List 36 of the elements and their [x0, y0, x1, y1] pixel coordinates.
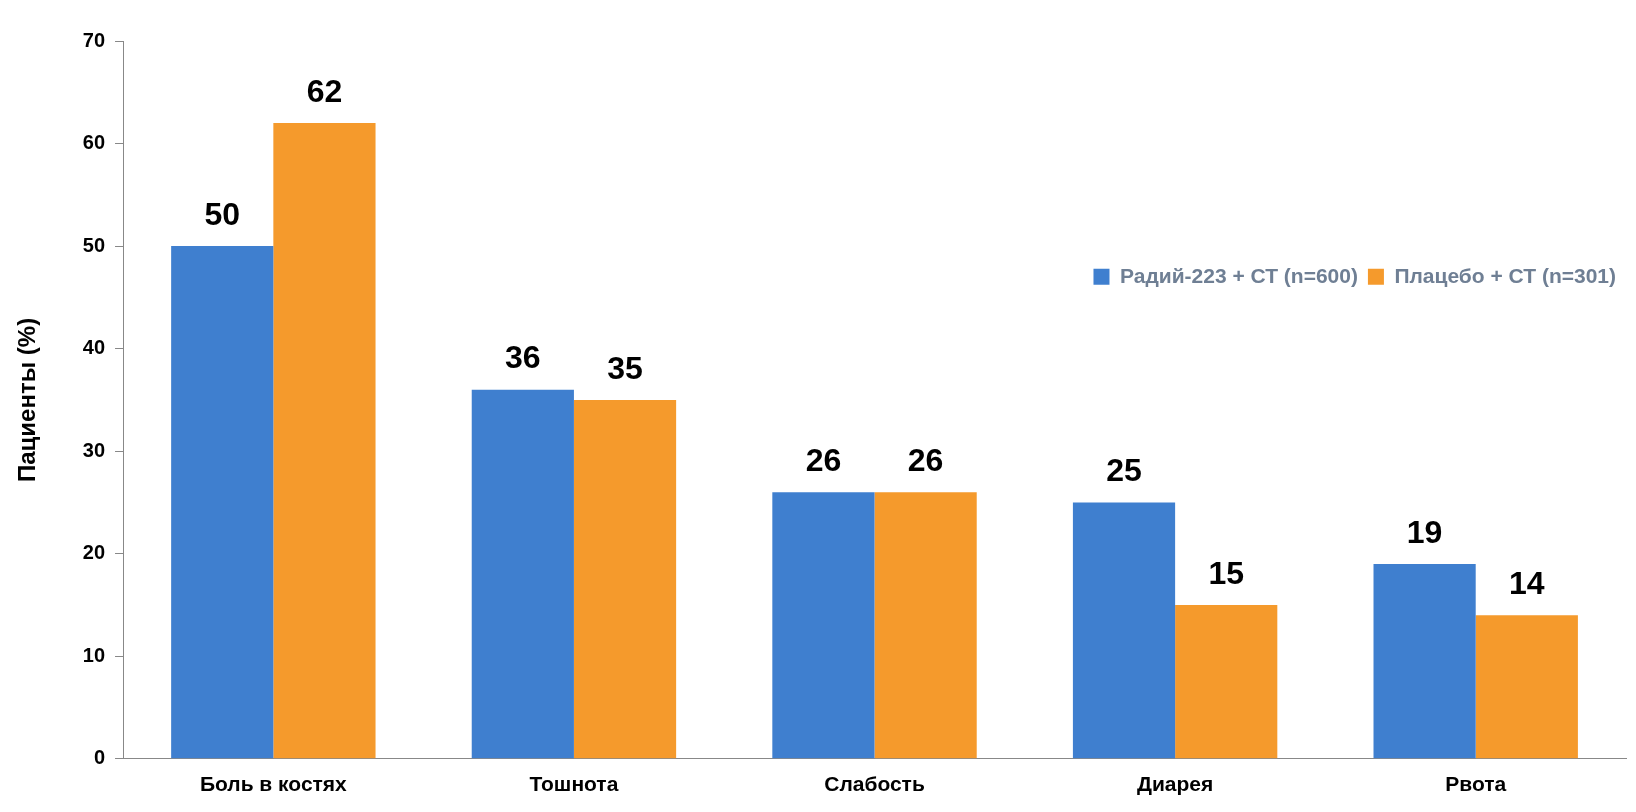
y-tick-label: 30 [82, 438, 106, 461]
bar [772, 492, 875, 759]
data-label: 36 [505, 339, 541, 376]
bar [874, 492, 977, 759]
data-label: 62 [306, 72, 343, 109]
y-tick-label: 0 [93, 746, 106, 769]
bar [1373, 563, 1476, 759]
legend-label: Плацебо + СТ (n=301) [1394, 263, 1616, 287]
y-axis-title: Пациенты (%) [13, 317, 41, 482]
data-label: 50 [204, 195, 241, 232]
y-tick-label: 10 [82, 643, 106, 666]
bar [273, 123, 376, 759]
bar [471, 389, 574, 759]
y-tick-label: 70 [82, 28, 106, 51]
y-tick-label: 40 [82, 336, 106, 359]
data-label: 14 [1509, 565, 1545, 602]
legend-label: Радий-223 + СТ (n=600) [1119, 263, 1358, 287]
y-tick-label: 50 [82, 233, 106, 256]
x-tick-label: Тошнота [529, 772, 619, 796]
bar [171, 246, 274, 759]
data-label: 25 [1106, 452, 1142, 489]
bar [1072, 502, 1176, 759]
y-tick-label: 60 [82, 131, 106, 154]
bar [1175, 604, 1278, 759]
data-label: 15 [1208, 554, 1245, 591]
data-label: 26 [805, 442, 842, 479]
bar [573, 399, 677, 759]
x-tick-label: Боль в костях [199, 772, 348, 796]
x-tick-label: Рвота [1445, 772, 1507, 796]
x-tick-label: Слабость [824, 772, 925, 796]
data-label: 26 [907, 442, 944, 479]
data-label: 35 [607, 349, 643, 386]
bar [1475, 615, 1578, 759]
x-tick-label: Диарея [1136, 772, 1214, 796]
data-label: 19 [1406, 513, 1443, 550]
y-tick-label: 20 [82, 541, 106, 564]
